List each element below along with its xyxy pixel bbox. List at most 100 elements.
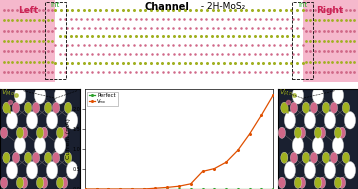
Line: Vₘₒ: Vₘₒ xyxy=(84,94,274,189)
Vₘₒ xyxy=(118,188,122,189)
Circle shape xyxy=(344,112,355,129)
Vₘₒ xyxy=(271,94,275,96)
Text: Channel: Channel xyxy=(144,2,189,12)
Circle shape xyxy=(47,112,58,129)
Perfect xyxy=(83,188,87,189)
Circle shape xyxy=(3,152,10,163)
Circle shape xyxy=(338,127,345,138)
Circle shape xyxy=(26,162,38,179)
Circle shape xyxy=(3,102,10,113)
Circle shape xyxy=(53,152,60,163)
Circle shape xyxy=(54,136,66,154)
Perfect xyxy=(200,188,205,189)
Vₘₒ xyxy=(224,161,228,163)
Circle shape xyxy=(330,102,338,113)
Circle shape xyxy=(34,87,46,104)
Perfect xyxy=(259,188,263,189)
Circle shape xyxy=(13,152,20,163)
Circle shape xyxy=(61,127,68,138)
Circle shape xyxy=(61,177,68,188)
Circle shape xyxy=(24,152,32,163)
Vₘₒ xyxy=(259,114,263,116)
Circle shape xyxy=(24,102,32,113)
Circle shape xyxy=(67,162,78,179)
Perfect xyxy=(271,188,275,189)
Circle shape xyxy=(54,87,66,104)
Circle shape xyxy=(284,162,295,179)
Vₘₒ xyxy=(177,185,181,187)
Circle shape xyxy=(34,136,46,154)
Circle shape xyxy=(57,177,64,188)
Circle shape xyxy=(67,112,78,129)
Text: Int: Int xyxy=(298,2,307,9)
FancyBboxPatch shape xyxy=(0,0,55,82)
Circle shape xyxy=(14,136,26,154)
Circle shape xyxy=(298,127,305,138)
Circle shape xyxy=(37,177,44,188)
Vₘₒ xyxy=(141,188,146,189)
Perfect xyxy=(189,188,193,189)
Vₘₒ xyxy=(130,188,134,189)
Circle shape xyxy=(334,177,342,188)
Perfect xyxy=(95,188,99,189)
Circle shape xyxy=(33,152,40,163)
Perfect xyxy=(130,188,134,189)
Circle shape xyxy=(342,102,350,113)
Circle shape xyxy=(278,127,285,138)
Vₘₒ xyxy=(236,149,240,151)
Line: Perfect: Perfect xyxy=(84,188,274,189)
Circle shape xyxy=(302,152,310,163)
Circle shape xyxy=(6,162,18,179)
Circle shape xyxy=(330,152,338,163)
Circle shape xyxy=(290,102,297,113)
Circle shape xyxy=(312,87,324,104)
Vₘₒ xyxy=(200,170,205,173)
Circle shape xyxy=(344,162,355,179)
Circle shape xyxy=(64,152,72,163)
Text: - 2H-MoS₂: - 2H-MoS₂ xyxy=(198,2,246,12)
Perfect xyxy=(177,188,181,189)
Circle shape xyxy=(310,152,318,163)
Circle shape xyxy=(13,102,20,113)
Circle shape xyxy=(37,127,44,138)
Circle shape xyxy=(64,102,72,113)
Text: $V_{Mo}$: $V_{Mo}$ xyxy=(1,88,15,98)
Vₘₒ xyxy=(189,183,193,185)
Circle shape xyxy=(322,152,330,163)
Perfect xyxy=(153,188,158,189)
Perfect xyxy=(118,188,122,189)
Circle shape xyxy=(44,102,52,113)
Y-axis label: Current (mA): Current (mA) xyxy=(67,119,72,160)
Circle shape xyxy=(298,177,305,188)
Circle shape xyxy=(302,102,310,113)
Text: Left: Left xyxy=(18,6,38,15)
Vₘₒ xyxy=(106,188,111,189)
Circle shape xyxy=(322,102,330,113)
Vₘₒ xyxy=(95,188,99,189)
Circle shape xyxy=(57,127,64,138)
Circle shape xyxy=(318,127,325,138)
Circle shape xyxy=(314,177,321,188)
Vₘₒ xyxy=(165,186,169,189)
Circle shape xyxy=(324,112,335,129)
Circle shape xyxy=(284,112,295,129)
Circle shape xyxy=(314,127,321,138)
Circle shape xyxy=(332,87,344,104)
Circle shape xyxy=(312,136,324,154)
Circle shape xyxy=(332,136,344,154)
Circle shape xyxy=(53,102,60,113)
Circle shape xyxy=(0,177,8,188)
Circle shape xyxy=(16,177,24,188)
Vₘₒ xyxy=(247,133,252,135)
Circle shape xyxy=(342,152,350,163)
Circle shape xyxy=(290,152,297,163)
Circle shape xyxy=(281,102,288,113)
Circle shape xyxy=(40,177,48,188)
Circle shape xyxy=(294,177,301,188)
Text: $V_{Mo}$: $V_{Mo}$ xyxy=(279,88,292,98)
Circle shape xyxy=(281,152,288,163)
Perfect xyxy=(165,188,169,189)
Perfect xyxy=(247,188,252,189)
Circle shape xyxy=(20,177,28,188)
Circle shape xyxy=(33,102,40,113)
